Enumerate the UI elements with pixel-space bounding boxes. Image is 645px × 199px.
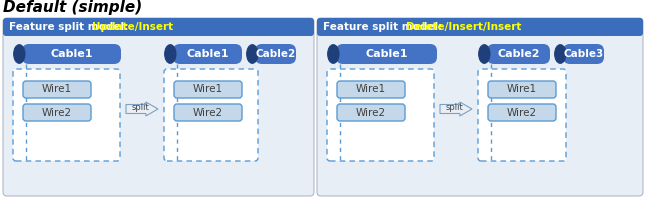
FancyBboxPatch shape [337, 104, 405, 121]
Text: Cable2: Cable2 [255, 49, 295, 59]
FancyBboxPatch shape [488, 81, 556, 98]
Text: Feature split model:: Feature split model: [9, 22, 132, 32]
Text: Wire2: Wire2 [42, 107, 72, 117]
Text: split: split [131, 103, 149, 112]
Text: Cable1: Cable1 [186, 49, 229, 59]
FancyBboxPatch shape [3, 18, 314, 196]
FancyBboxPatch shape [563, 44, 604, 64]
Text: Feature split model:: Feature split model: [323, 22, 446, 32]
Text: Wire1: Wire1 [356, 85, 386, 95]
Ellipse shape [328, 45, 339, 63]
Polygon shape [440, 102, 472, 116]
Text: Wire2: Wire2 [356, 107, 386, 117]
Text: Delete/Insert/Insert: Delete/Insert/Insert [406, 22, 521, 32]
Text: Wire2: Wire2 [193, 107, 223, 117]
FancyBboxPatch shape [174, 81, 242, 98]
Ellipse shape [165, 45, 176, 63]
Text: Wire1: Wire1 [507, 85, 537, 95]
FancyBboxPatch shape [174, 104, 242, 121]
FancyBboxPatch shape [487, 44, 550, 64]
FancyBboxPatch shape [255, 44, 296, 64]
Text: Update/Insert: Update/Insert [92, 22, 173, 32]
FancyBboxPatch shape [336, 44, 437, 64]
FancyBboxPatch shape [337, 81, 405, 98]
Text: Cable1: Cable1 [50, 49, 93, 59]
FancyBboxPatch shape [23, 81, 91, 98]
Ellipse shape [479, 45, 490, 63]
Text: Cable1: Cable1 [365, 49, 408, 59]
FancyBboxPatch shape [22, 44, 121, 64]
Text: Default (simple): Default (simple) [3, 0, 143, 15]
FancyBboxPatch shape [317, 18, 643, 36]
Text: Wire2: Wire2 [507, 107, 537, 117]
Text: Cable3: Cable3 [563, 49, 604, 59]
FancyBboxPatch shape [13, 69, 120, 161]
FancyBboxPatch shape [488, 104, 556, 121]
Text: Cable2: Cable2 [497, 49, 540, 59]
Ellipse shape [14, 45, 25, 63]
FancyBboxPatch shape [478, 69, 566, 161]
Text: Wire1: Wire1 [42, 85, 72, 95]
Polygon shape [126, 102, 158, 116]
Text: Wire1: Wire1 [193, 85, 223, 95]
Text: split: split [445, 103, 463, 112]
FancyBboxPatch shape [317, 18, 643, 196]
FancyBboxPatch shape [327, 69, 434, 161]
Ellipse shape [247, 45, 258, 63]
FancyBboxPatch shape [3, 18, 314, 36]
FancyBboxPatch shape [173, 44, 242, 64]
FancyBboxPatch shape [164, 69, 258, 161]
Ellipse shape [555, 45, 566, 63]
FancyBboxPatch shape [23, 104, 91, 121]
